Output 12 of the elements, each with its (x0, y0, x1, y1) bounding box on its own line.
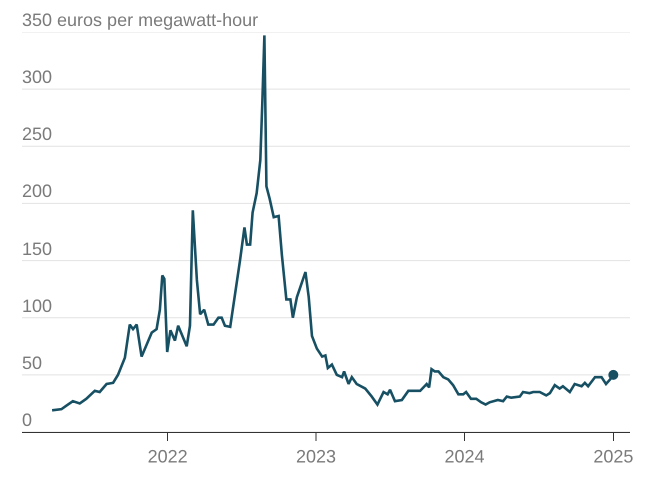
x-tick-label: 2025 (593, 446, 634, 467)
y-tick-label: 300 (22, 67, 52, 87)
x-tick-label: 2023 (296, 446, 336, 467)
y-tick-label: 0 (22, 410, 32, 430)
y-tick-label: 150 (22, 239, 52, 259)
x-tick-label: 2024 (444, 446, 485, 467)
x-tick-label: 2022 (148, 446, 188, 467)
y-tick-label: 200 (22, 181, 52, 201)
y-tick-label: 50 (22, 353, 42, 373)
y-tick-label: 100 (22, 296, 52, 316)
y-tick-label: 250 (22, 124, 52, 144)
y-tick-label: 350 euros per megawatt-hour (22, 10, 258, 30)
